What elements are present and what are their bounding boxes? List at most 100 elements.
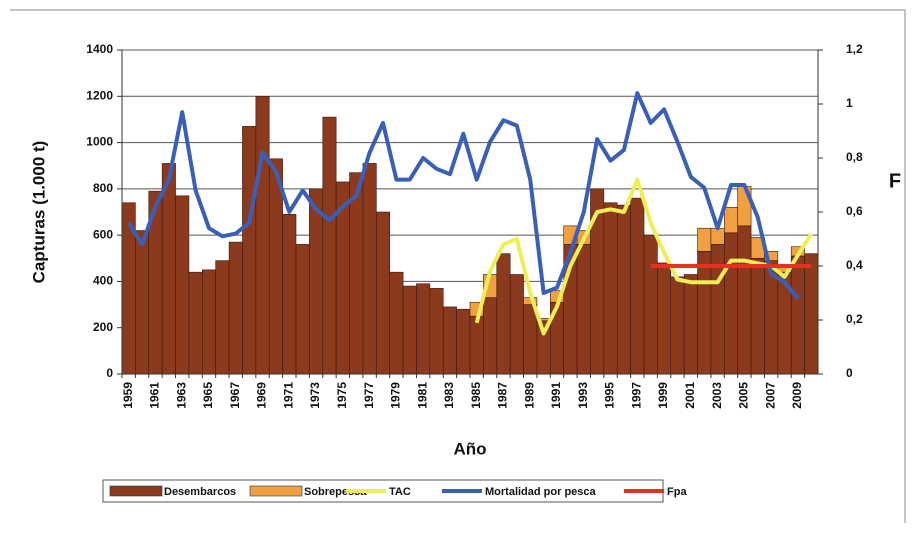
x-tick-label: 1981 [415,382,429,409]
bar [697,227,712,252]
x-tick-label: 1999 [656,382,670,409]
x-tick-label: 1969 [255,382,269,409]
y2-tick-label: 0,6 [846,204,863,218]
x-tick-label: 1983 [442,382,456,409]
bar [188,271,203,375]
bar [135,230,150,375]
bar [710,244,725,375]
bar [429,288,444,375]
bar [683,274,698,375]
x-tick-label: 1991 [549,382,563,409]
x-tick-label: 1989 [522,382,536,409]
bar [282,214,297,375]
x-tick-label: 1975 [335,382,349,409]
y2-tick-label: 0,2 [846,312,863,326]
line [474,177,814,336]
bar [670,276,685,375]
x-tick-label: 1979 [389,382,403,409]
x-axis-title: Año [453,439,486,458]
bar [657,262,672,375]
bar [590,188,605,375]
bar [764,251,779,261]
y2-tick-label: 0 [846,366,853,380]
bar [215,260,230,375]
bar [616,204,631,375]
y2-axis-title: F [889,170,901,192]
x-tick-label: 1993 [576,382,590,409]
bar [322,116,337,375]
line [126,91,800,300]
y2-tick-label: 0,8 [846,150,863,164]
bar [697,251,712,375]
bar [804,253,819,375]
x-tick-label: 2009 [790,382,804,409]
y-tick-label: 1200 [86,88,113,102]
bar [509,274,524,375]
bar [349,172,364,375]
legend-swatch [109,485,163,497]
legend-label: Sobrepesca [304,486,367,498]
bar [362,163,377,375]
legend-label: Desembarcos [164,486,236,498]
bar [483,297,498,375]
bar [523,304,538,375]
legend-label: Fpa [667,486,687,498]
bar [603,202,618,375]
x-tick-label: 1985 [469,382,483,409]
bar [790,255,805,375]
bar [416,283,431,375]
x-tick-label: 1963 [174,382,188,409]
x-tick-label: 2001 [683,382,697,409]
legend-swatch [249,485,303,497]
x-tick-label: 1961 [148,382,162,409]
bar [496,253,511,375]
bar [737,225,752,375]
legend-label: Mortalidad por pesca [485,486,597,498]
bar [576,244,591,375]
x-tick-label: 1959 [121,382,135,409]
y-tick-label: 600 [93,227,113,241]
bar [402,285,417,375]
x-tick-label: 1977 [362,382,376,409]
bar [255,95,270,375]
x-tick-label: 1965 [201,382,215,409]
y-tick-label: 1400 [86,42,113,56]
x-tick-label: 1973 [308,382,322,409]
x-tick-label: 2007 [763,382,777,409]
bar [724,232,738,375]
bar [456,308,471,375]
bar [442,306,457,375]
bar [389,271,404,375]
x-tick-label: 1987 [496,382,510,409]
bar [750,257,765,375]
bar [175,195,190,375]
y2-tick-label: 1 [846,96,853,110]
bar [376,211,390,375]
y-tick-label: 1000 [86,135,113,149]
bar [724,207,738,234]
x-tick-label: 2005 [737,382,751,409]
bar [161,163,176,375]
y-tick-label: 200 [93,320,113,334]
bar [242,126,257,375]
bar [295,244,310,375]
x-tick-label: 1995 [603,382,617,409]
bar [228,241,243,375]
x-tick-label: 1967 [228,382,242,409]
y-axis-title: Capturas (1.000 t) [29,141,48,284]
x-tick-label: 1971 [281,382,295,409]
bar [469,315,484,375]
bar [643,234,658,375]
bar [710,227,725,245]
x-tick-label: 1997 [629,382,643,409]
y-tick-label: 400 [93,274,113,288]
y2-tick-label: 1,2 [846,42,863,56]
y-tick-label: 0 [106,366,113,380]
y-tick-label: 800 [93,181,113,195]
bar [630,197,645,375]
bar [309,188,324,375]
x-tick-label: 2003 [710,382,724,409]
bar [202,269,216,375]
y2-tick-label: 0,4 [846,258,863,272]
